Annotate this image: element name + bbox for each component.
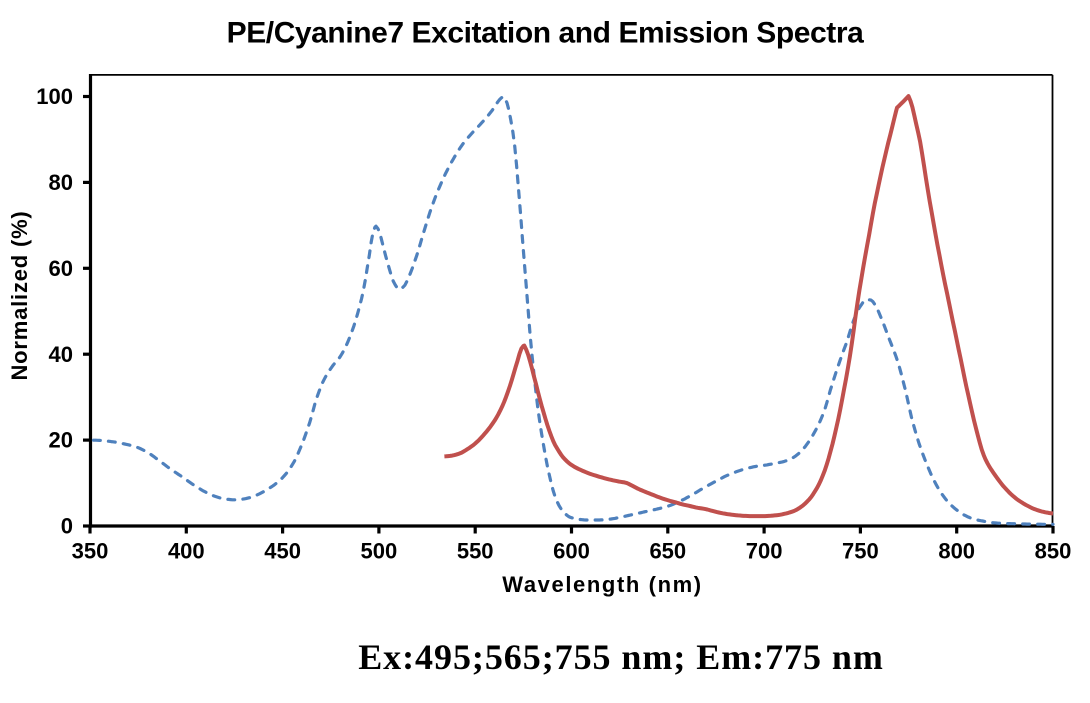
svg-text:100: 100 [36,84,73,109]
svg-text:20: 20 [49,428,73,453]
svg-text:800: 800 [938,539,975,564]
svg-text:0: 0 [61,514,73,539]
svg-text:60: 60 [49,256,73,281]
svg-text:700: 700 [746,539,783,564]
svg-text:80: 80 [49,170,73,195]
svg-text:450: 450 [264,539,301,564]
svg-text:Ex:495;565;755 nm; Em:775 nm: Ex:495;565;755 nm; Em:775 nm [358,637,884,677]
svg-text:850: 850 [1035,539,1072,564]
svg-text:350: 350 [72,539,109,564]
svg-text:400: 400 [168,539,205,564]
svg-text:40: 40 [49,342,73,367]
svg-text:Normalized (%): Normalized (%) [7,210,32,380]
svg-text:550: 550 [457,539,494,564]
svg-text:600: 600 [553,539,590,564]
svg-text:650: 650 [649,539,686,564]
svg-text:750: 750 [842,539,879,564]
svg-text:PE/Cyanine7 Excitation and Emi: PE/Cyanine7 Excitation and Emission Spec… [227,17,864,50]
svg-text:500: 500 [361,539,398,564]
svg-text:Wavelength (nm): Wavelength (nm) [502,572,702,597]
